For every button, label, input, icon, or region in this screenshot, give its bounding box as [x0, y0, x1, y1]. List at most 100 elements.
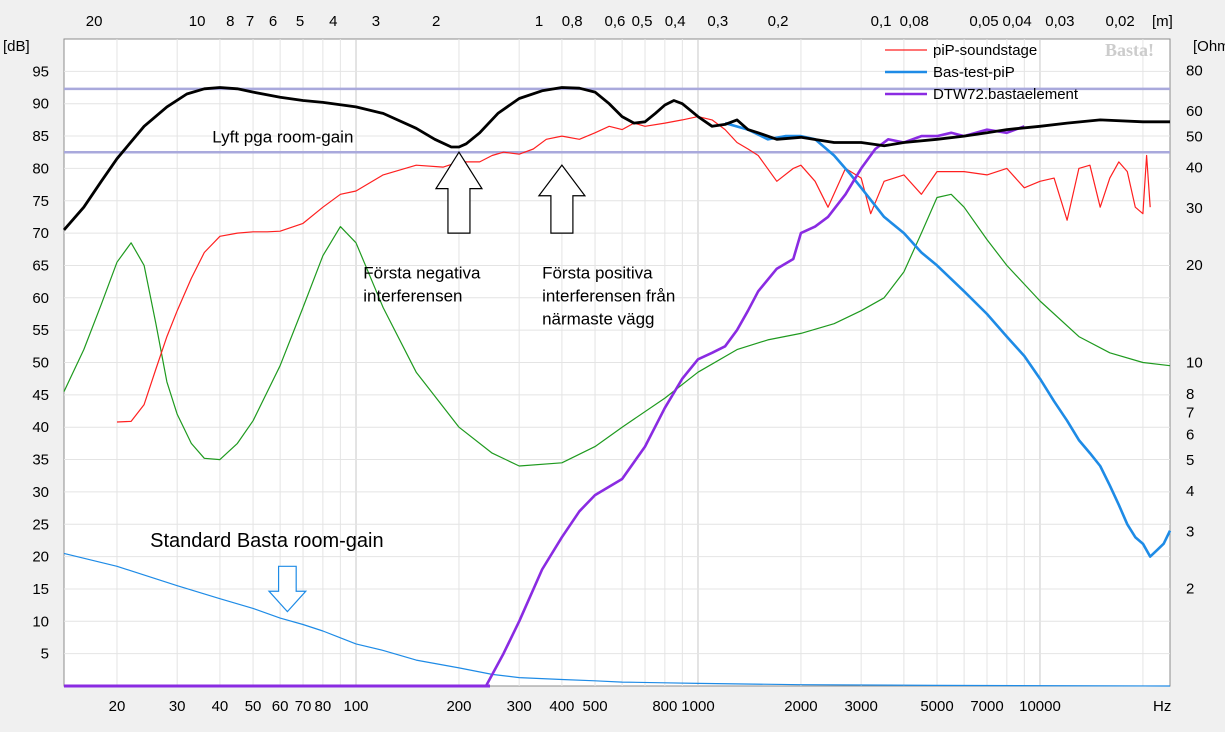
- series-dtw72-bastaelement: [484, 125, 1025, 687]
- top-tick-label: 7: [246, 13, 254, 30]
- x-tick-label: 800: [652, 698, 677, 715]
- y-tick-label: 80: [32, 160, 49, 177]
- top-tick-label: 0,5: [632, 13, 653, 30]
- series-pip-soundstage: [116, 116, 1151, 423]
- axis-labels: 20 30 40 50 60 70 80 100 200 300 400 500 800 1000 2000…: [32, 13, 1202, 715]
- y-tick-label: 95: [32, 63, 49, 80]
- series-bas-test-pip: [724, 121, 1172, 558]
- y-right-tick-label: 80: [1186, 62, 1203, 79]
- top-tick-label: 0,8: [562, 13, 583, 30]
- annotation-text: Standard Basta room-gain: [150, 530, 383, 552]
- top-tick-label: 4: [329, 13, 337, 30]
- y-tick-label: 10: [32, 613, 49, 630]
- top-tick-label: 0,05: [969, 13, 998, 30]
- series-line-3: [62, 86, 1170, 231]
- y-right-tick-label: 20: [1186, 257, 1203, 274]
- x-tick-label: 60: [272, 698, 289, 715]
- y-right-tick-label: 2: [1186, 581, 1194, 598]
- y-tick-label: 20: [32, 549, 49, 566]
- x-tick-label: 40: [212, 698, 229, 715]
- y-right-tick-label: 10: [1186, 355, 1203, 372]
- x-tick-label: 2000: [784, 698, 817, 715]
- series-line-5: [63, 552, 1171, 687]
- top-tick-label: 3: [372, 13, 380, 30]
- annotation-arrows: [267, 151, 587, 613]
- y-right-tick-label: 3: [1186, 524, 1194, 541]
- top-tick-label: 0,2: [768, 13, 789, 30]
- top-tick-label: 5: [296, 13, 304, 30]
- y-tick-label: 35: [32, 452, 49, 469]
- annotations: Lyft pga room-gain Första negativa interfe…: [150, 128, 675, 552]
- top-tick-label: 0,3: [707, 13, 728, 30]
- x-tick-label: 200: [446, 698, 471, 715]
- y-tick-label: 70: [32, 225, 49, 242]
- y-right-tick-label: 50: [1186, 128, 1203, 145]
- y-right-tick-label: 60: [1186, 103, 1203, 120]
- top-tick-label: 0,1: [871, 13, 892, 30]
- arrow-down: [267, 565, 308, 613]
- x-tick-label: 70: [295, 698, 312, 715]
- legend-label: DTW72.bastaelement: [933, 86, 1079, 103]
- y-right-tick-label: 4: [1186, 483, 1194, 500]
- x-tick-label: 80: [315, 698, 332, 715]
- x-tick-label: 100: [343, 698, 368, 715]
- x-tick-label: 50: [245, 698, 262, 715]
- y-tick-label: 45: [32, 387, 49, 404]
- y-tick-label: 30: [32, 484, 49, 501]
- y-tick-label: 85: [32, 128, 49, 145]
- watermark: Basta!: [1105, 40, 1154, 60]
- arrow-up: [434, 151, 484, 234]
- unit-bottom: Hz: [1153, 698, 1171, 715]
- curves: [62, 86, 1172, 688]
- y-right-tick-label: 7: [1186, 405, 1194, 422]
- y-tick-label: 75: [32, 193, 49, 210]
- y-right-tick-label: 5: [1186, 452, 1194, 469]
- annotation-text: Första negativa: [363, 263, 481, 282]
- grid: [64, 39, 1170, 686]
- unit-top: [m]: [1152, 13, 1173, 30]
- top-tick-label: 0,03: [1045, 13, 1074, 30]
- y-tick-label: 40: [32, 419, 49, 436]
- x-tick-label: 300: [507, 698, 532, 715]
- x-tick-label: 30: [169, 698, 186, 715]
- top-tick-label: 6: [269, 13, 277, 30]
- annotation-text: interferensen: [363, 286, 462, 305]
- reference-lines: [64, 87, 1170, 154]
- x-tick-label: 3000: [844, 698, 877, 715]
- y-right-tick-label: 6: [1186, 426, 1194, 443]
- y-tick-label: 60: [32, 290, 49, 307]
- top-tick-label: 0,08: [900, 13, 929, 30]
- top-tick-label: 0,02: [1105, 13, 1134, 30]
- annotation-text: Lyft pga room-gain: [212, 128, 353, 147]
- x-tick-label: 20: [109, 698, 126, 715]
- annotation-text: interferensen från: [542, 286, 675, 305]
- y-tick-label: 25: [32, 516, 49, 533]
- top-tick-label: 1: [535, 13, 543, 30]
- y-tick-label: 5: [41, 646, 49, 663]
- y-tick-label: 65: [32, 257, 49, 274]
- legend-label: Bas-test-piP: [933, 64, 1015, 81]
- y-tick-label: 90: [32, 96, 49, 113]
- series-line-4: [63, 193, 1171, 467]
- y-tick-label: 55: [32, 322, 49, 339]
- top-tick-label: 20: [86, 13, 103, 30]
- annotation-text: närmaste vägg: [542, 309, 654, 328]
- top-tick-label: 0,04: [1003, 13, 1032, 30]
- x-tick-label: 1000: [681, 698, 714, 715]
- x-tick-label: 7000: [970, 698, 1003, 715]
- annotation-text: Första positiva: [542, 263, 653, 282]
- legend: piP-soundstage Bas-test-piP DTW72.bastaele…: [885, 42, 1079, 103]
- y-right-tick-label: 40: [1186, 160, 1203, 177]
- unit-left: [dB]: [3, 38, 30, 55]
- y-tick-label: 50: [32, 355, 49, 372]
- x-tick-label: 10000: [1019, 698, 1061, 715]
- top-tick-label: 2: [432, 13, 440, 30]
- top-tick-label: 8: [226, 13, 234, 30]
- y-tick-label: 15: [32, 581, 49, 598]
- x-tick-label: 400: [549, 698, 574, 715]
- arrow-up: [537, 164, 587, 234]
- top-tick-label: 10: [189, 13, 206, 30]
- x-tick-label: 500: [583, 698, 608, 715]
- x-tick-label: 5000: [920, 698, 953, 715]
